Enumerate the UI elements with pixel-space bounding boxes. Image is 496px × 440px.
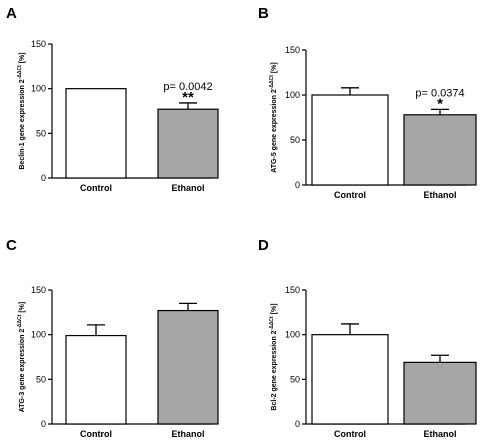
panel-letter: B [258,5,269,22]
y-tick-label: 150 [285,285,300,295]
bar-ethanol [403,114,477,186]
category-label: Ethanol [424,429,457,439]
y-tick-label: 150 [31,39,46,49]
y-axis-title: Bcl-2 gene expression 2-ΔΔCt [%] [269,303,278,410]
bar-control [311,334,389,425]
y-tick-label: 50 [36,128,46,138]
y-axis-title-superscript: -ΔΔCt [17,314,23,328]
y-axis-title-main: ATG-5 gene expression 2 [271,89,278,173]
y-tick-label: 100 [285,90,300,100]
category-label: Control [80,429,112,439]
y-axis-title-superscript: -ΔΔCt [17,65,23,79]
y-tick-label: 50 [290,374,300,384]
panel-letter: A [6,5,17,22]
bar-ethanol [157,108,219,179]
y-tick-label: 0 [295,419,300,429]
y-tick-label: 150 [285,45,300,55]
panel-c: C 0 50 100 150 ATG-3 gene expression 2-ΔΔCt [… [6,237,219,439]
p-value-label: p= 0.0374 [415,87,464,99]
category-label: Ethanol [172,429,205,439]
category-label: Ethanol [424,190,457,200]
y-tick-label: 100 [31,84,46,94]
p-value-label: p= 0.0042 [163,81,212,93]
bar-control [311,94,389,186]
y-axis-title-main: Beclin-1 gene expression 2 [19,79,26,169]
y-axis-title-main: Bcl-2 gene expression 2 [271,330,278,410]
category-label: Control [80,183,112,193]
y-tick-label: 0 [41,173,46,183]
bar-ethanol [157,309,219,425]
category-label: Control [334,190,366,200]
y-tick-label: 100 [31,330,46,340]
y-axis-title: ATG-3 gene expression 2-ΔΔCt [%] [17,302,26,413]
y-axis-title-unit: [%] [271,303,278,316]
y-axis-title-unit: [%] [271,62,278,75]
y-axis-title-superscript: -ΔΔCt [269,316,275,330]
category-label: Control [334,429,366,439]
y-tick-label: 100 [285,330,300,340]
bar-ethanol [403,361,477,425]
significance-marker: ** [182,89,194,106]
panel-a: A 0 50 100 150 Beclin-1 gene expression 2-ΔΔC… [6,5,219,193]
y-tick-label: 0 [295,180,300,190]
y-tick-label: 0 [41,419,46,429]
y-axis-title-superscript: -ΔΔCt [269,75,275,89]
y-axis-title-main: ATG-3 gene expression 2 [19,329,26,413]
bar-control [65,334,127,425]
panel-d: D 0 50 100 150 Bcl-2 gene expression 2-ΔΔCt [… [258,237,477,439]
y-axis-title-unit: [%] [19,52,26,65]
panel-letter: D [258,237,269,254]
category-label: Ethanol [172,183,205,193]
y-axis-title-unit: [%] [19,302,26,315]
significance-marker: * [437,95,443,112]
bar-control [65,88,127,179]
y-tick-label: 50 [290,135,300,145]
y-axis-title: Beclin-1 gene expression 2-ΔΔCt [%] [17,52,26,169]
y-axis-title: ATG-5 gene expression 2-ΔΔCt [%] [269,62,278,173]
panel-letter: C [6,237,17,254]
panel-b: B 0 50 100 150 ATG-5 gene expression 2-ΔΔCt [… [258,5,477,200]
y-tick-label: 150 [31,285,46,295]
y-tick-label: 50 [36,374,46,384]
